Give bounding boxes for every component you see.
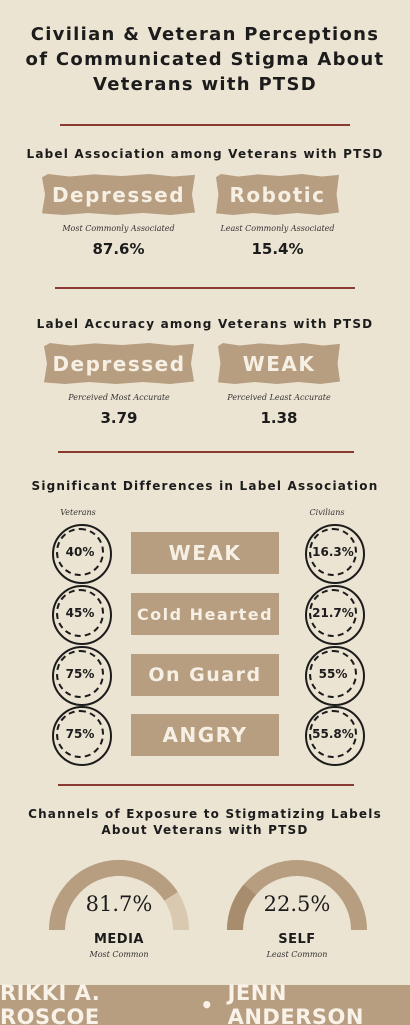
label-cold-hearted: Cold Hearted	[131, 593, 279, 635]
caption-least-accurate: Perceived Least Accurate	[227, 393, 331, 402]
media-gauge-value: 81.7%	[85, 892, 153, 916]
veterans-percent: 75%	[52, 706, 112, 766]
value-least-associated: 15.4%	[251, 240, 304, 258]
civilians-column-label: Civilians	[309, 508, 345, 517]
label-least-accurate: WEAK	[218, 343, 340, 384]
separator-dot: •	[200, 993, 214, 1017]
footer-authors: RIKKI A. ROSCOE • JENN ANDERSON	[0, 981, 410, 1025]
self-gauge	[227, 860, 367, 931]
section-heading-channels: Channels of Exposure to Stigmatizing Lab…	[28, 807, 382, 837]
caption-most-accurate: Perceived Most Accurate	[68, 393, 170, 402]
value-most-accurate: 3.79	[100, 409, 138, 427]
self-gauge-fill	[227, 884, 257, 931]
label-least-associated: Robotic	[216, 174, 339, 215]
caption-most-associated: Most Commonly Associated	[62, 224, 175, 233]
section-heading-association: Label Association among Veterans with PT…	[26, 147, 384, 161]
page-title: Civilian & Veteran Perceptions of Commun…	[25, 24, 385, 95]
media-gauge-name: MEDIA	[93, 932, 144, 947]
label-most-accurate: Depressed	[44, 343, 194, 384]
divider	[55, 287, 355, 289]
civilians-percent: 21.7%	[305, 585, 365, 645]
label-most-associated: Depressed	[42, 174, 195, 215]
civilians-percent: 16.3%	[305, 524, 365, 584]
label-angry: ANGRY	[131, 714, 279, 756]
civilians-percent-value: 16.3%	[312, 545, 354, 559]
section-heading-accuracy: Label Accuracy among Veterans with PTSD	[36, 317, 374, 331]
civilians-percent: 55%	[305, 646, 365, 706]
value-most-associated: 87.6%	[92, 240, 145, 258]
label-weak: WEAK	[131, 532, 279, 574]
civilians-percent-value: 21.7%	[312, 606, 354, 620]
caption-least-associated: Least Commonly Associated	[220, 224, 335, 233]
divider	[58, 451, 354, 453]
media-gauge-fill	[49, 860, 178, 931]
veterans-percent-value: 45%	[65, 606, 95, 620]
divider	[58, 784, 354, 786]
media-gauge-caption: Most Common	[89, 950, 149, 959]
author-name: JENN ANDERSON	[227, 981, 364, 1025]
veterans-percent: 40%	[52, 524, 112, 584]
civilians-percent: 55.8%	[305, 706, 365, 766]
media-gauge	[49, 860, 189, 931]
section-heading-differences: Significant Differences in Label Associa…	[31, 479, 379, 493]
civilians-percent-value: 55.8%	[312, 727, 354, 741]
veterans-percent: 45%	[52, 585, 112, 645]
divider	[60, 124, 350, 126]
label-on-guard: On Guard	[131, 654, 279, 696]
veterans-percent-value: 75%	[65, 667, 95, 681]
self-gauge-name: SELF	[278, 932, 316, 947]
author-name: RIKKI A. ROSCOE	[0, 981, 101, 1025]
veterans-percent-value: 75%	[65, 727, 95, 741]
self-gauge-caption: Least Common	[266, 950, 328, 959]
veterans-percent-value: 40%	[65, 545, 95, 559]
veterans-column-label: Veterans	[60, 508, 96, 517]
self-gauge-value: 22.5%	[263, 892, 331, 916]
civilians-percent-value: 55%	[318, 667, 348, 681]
veterans-percent: 75%	[52, 646, 112, 706]
value-least-accurate: 1.38	[260, 409, 298, 427]
